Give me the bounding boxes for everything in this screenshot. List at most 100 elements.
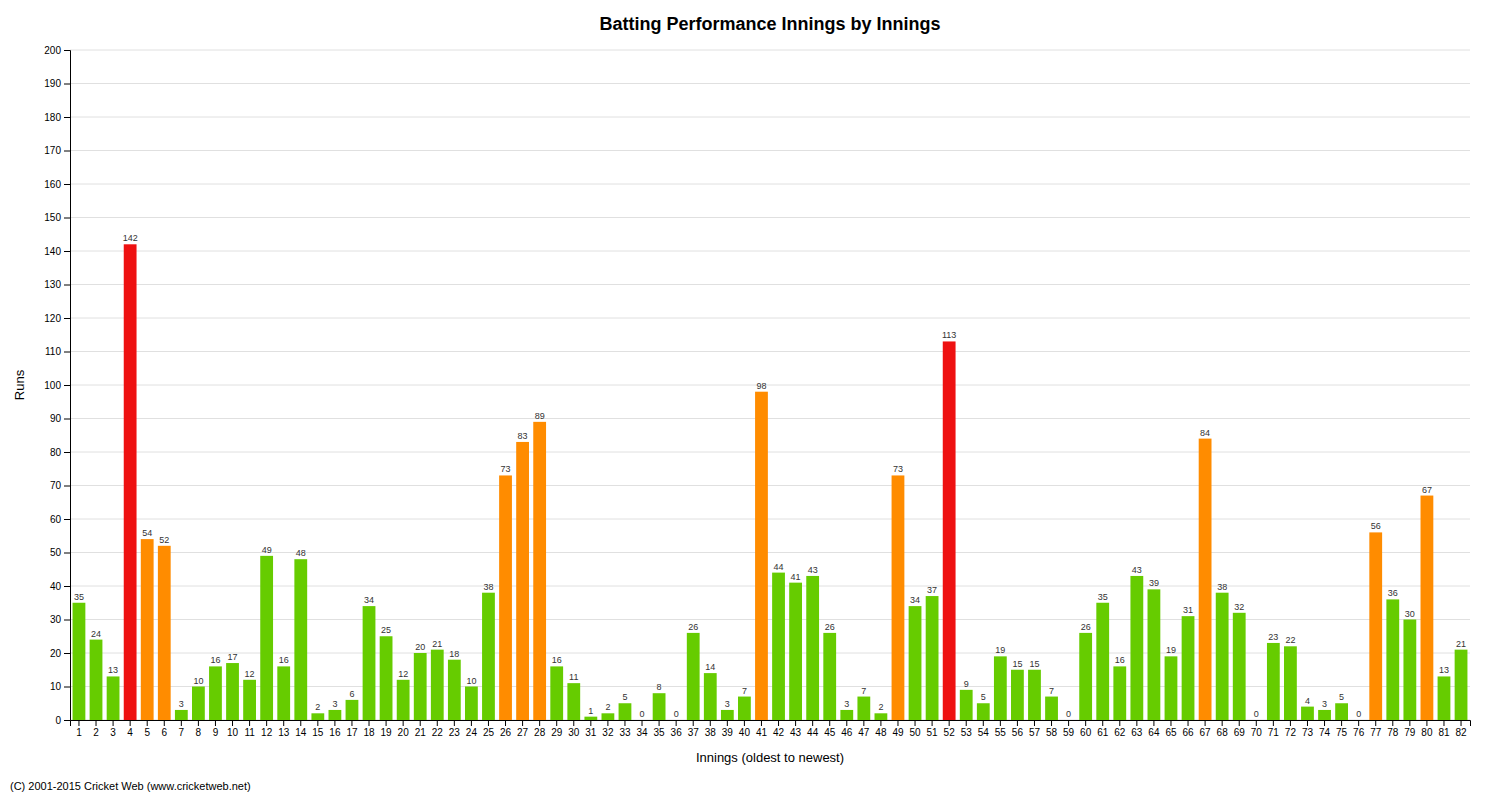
- grid-line: [70, 284, 1470, 285]
- data-label: 7: [861, 686, 866, 696]
- bar: [1438, 676, 1451, 720]
- x-tick-label: 25: [483, 727, 495, 738]
- bar: [1182, 616, 1195, 720]
- bar: [1113, 666, 1126, 720]
- y-tick-label: 90: [50, 413, 62, 424]
- data-label: 18: [449, 649, 459, 659]
- bar: [277, 666, 290, 720]
- data-label: 48: [296, 548, 306, 558]
- y-tick-label: 70: [50, 480, 62, 491]
- data-label: 12: [245, 669, 255, 679]
- x-tick: 75: [1336, 720, 1348, 738]
- x-tick-label: 40: [739, 727, 751, 738]
- chart: 1234567891011121314151617181920212223242…: [0, 0, 1500, 800]
- y-tick-label: 130: [44, 279, 61, 290]
- x-tick-mark: [1222, 720, 1223, 726]
- bar: [1130, 576, 1143, 720]
- x-tick-mark: [1239, 720, 1240, 726]
- x-tick-mark: [505, 720, 506, 726]
- x-tick: 25: [483, 720, 495, 738]
- bar: [397, 680, 410, 720]
- x-tick: 74: [1319, 720, 1331, 738]
- grid-line: [70, 519, 1470, 520]
- x-tick: 55: [995, 720, 1007, 738]
- y-tick: 120: [44, 313, 70, 324]
- x-tick-mark: [1153, 720, 1154, 726]
- data-label: 9: [964, 679, 969, 689]
- x-tick-label: 19: [381, 727, 393, 738]
- x-tick: 69: [1234, 720, 1246, 738]
- x-tick-label: 39: [722, 727, 734, 738]
- data-label: 14: [705, 662, 715, 672]
- data-label: 35: [1098, 592, 1108, 602]
- x-tick-label: 77: [1370, 727, 1382, 738]
- bar: [738, 697, 751, 720]
- x-tick-mark: [1358, 720, 1359, 726]
- x-tick: 26: [500, 720, 512, 738]
- x-tick: 31: [585, 720, 597, 738]
- y-tick-label: 200: [44, 45, 61, 56]
- y-tick: 20: [50, 648, 70, 659]
- data-label: 44: [774, 562, 784, 572]
- x-tick: 48: [875, 720, 887, 738]
- x-tick-mark: [1461, 720, 1462, 726]
- x-tick-mark: [1307, 720, 1308, 726]
- x-tick: 3: [110, 720, 116, 738]
- bar: [1267, 643, 1280, 720]
- y-tick-mark: [64, 50, 70, 51]
- annotation: (C) 2001-2015 Cricket Web (www.cricketwe…: [10, 780, 251, 792]
- x-tick: 53: [961, 720, 973, 738]
- y-tick-label: 100: [44, 380, 61, 391]
- x-tick-mark: [727, 720, 728, 726]
- bar: [857, 697, 870, 720]
- x-tick-mark: [437, 720, 438, 726]
- grid-line: [70, 184, 1470, 185]
- bar: [73, 603, 86, 720]
- grid-line: [70, 418, 1470, 419]
- data-label: 3: [179, 699, 184, 709]
- data-label: 12: [398, 669, 408, 679]
- x-tick-label: 11: [244, 727, 255, 738]
- x-tick-mark: [369, 720, 370, 726]
- x-tick-label: 1: [76, 727, 82, 738]
- bar: [1028, 670, 1041, 720]
- x-tick-label: 75: [1336, 727, 1348, 738]
- y-tick-label: 170: [44, 145, 61, 156]
- data-label: 84: [1200, 428, 1210, 438]
- bar: [772, 573, 785, 720]
- bar: [892, 475, 905, 720]
- x-tick-mark: [471, 720, 472, 726]
- x-tick-mark: [1188, 720, 1189, 726]
- y-tick-mark: [64, 452, 70, 453]
- x-tick-mark: [1409, 720, 1410, 726]
- data-label: 35: [74, 592, 84, 602]
- data-labels: 3524131425452310161712491648236342512202…: [74, 233, 1466, 719]
- y-tick: 100: [44, 380, 70, 391]
- x-tick-mark: [607, 720, 608, 726]
- grid-line: [70, 83, 1470, 84]
- x-tick-mark: [1392, 720, 1393, 726]
- bar: [1403, 620, 1416, 721]
- bar: [909, 606, 922, 720]
- data-label: 52: [159, 535, 169, 545]
- data-label: 10: [193, 676, 203, 686]
- bar: [1165, 656, 1178, 720]
- x-tick-label: 76: [1353, 727, 1365, 738]
- x-tick-label: 65: [1165, 727, 1177, 738]
- x-tick-mark: [710, 720, 711, 726]
- x-tick: 32: [602, 720, 614, 738]
- x-tick: 27: [517, 720, 529, 738]
- bar: [653, 693, 666, 720]
- x-tick-label: 8: [196, 727, 202, 738]
- data-label: 37: [927, 585, 937, 595]
- x-tick: 70: [1251, 720, 1263, 738]
- x-tick: 58: [1046, 720, 1058, 738]
- x-tick: 28: [534, 720, 546, 738]
- data-label: 89: [535, 411, 545, 421]
- data-label: 8: [657, 682, 662, 692]
- data-label: 3: [844, 699, 849, 709]
- x-tick-label: 10: [227, 727, 239, 738]
- x-tick: 6: [161, 720, 167, 738]
- x-tick: 23: [449, 720, 461, 738]
- y-tick-mark: [64, 419, 70, 420]
